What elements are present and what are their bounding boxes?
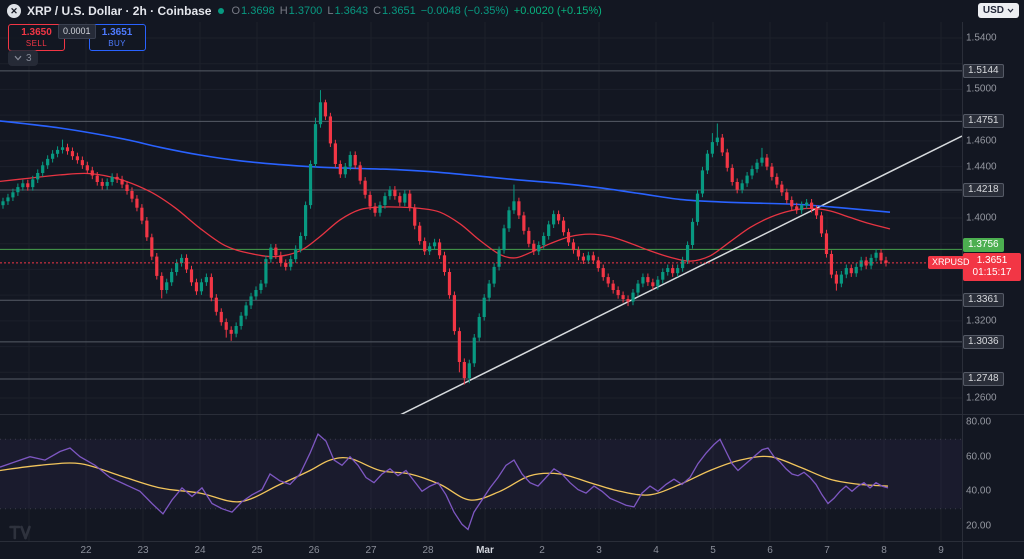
close-label: C <box>373 5 382 17</box>
sell-price: 1.3650 <box>21 26 52 38</box>
bar-change-value: −0.0048 (−0.35%) <box>420 5 509 17</box>
main-pane <box>0 70 962 414</box>
buy-price: 1.3651 <box>101 26 133 38</box>
candles-layer <box>1 90 888 385</box>
symbol-title[interactable]: XRP / U.S. Dollar · 2h · Coinbase <box>27 4 212 18</box>
rsi-ma-line <box>0 455 889 503</box>
symbol-logo-icon: ✕ <box>7 4 21 18</box>
ma-blue-line <box>0 120 891 213</box>
sell-button[interactable]: 1.3650 SELL <box>8 24 65 51</box>
time-axis[interactable] <box>0 542 962 559</box>
open-value: 1.3698 <box>241 5 275 17</box>
chevron-down-icon <box>1007 8 1014 13</box>
price-axis[interactable] <box>962 22 1024 541</box>
grid-layer <box>0 22 962 541</box>
high-value: 1.3700 <box>288 5 323 17</box>
chevron-down-icon <box>14 55 22 61</box>
legend-collapse-button[interactable]: 3 <box>8 50 38 66</box>
trendline <box>400 135 962 414</box>
low-label: L <box>327 5 334 17</box>
price-axis-border <box>962 22 963 559</box>
time-axis-separator <box>0 541 1024 542</box>
session-change-value: +0.0020 (+0.15%) <box>513 5 602 17</box>
ohlc-legend: O 1.3698 H 1.3700 L 1.3643 C 1.3651 −0.0… <box>231 5 601 17</box>
ma-red-line <box>0 172 891 262</box>
rsi-line <box>0 433 889 531</box>
low-value: 1.3643 <box>334 5 369 17</box>
open-label: O <box>231 5 241 17</box>
buy-sell-widget: 1.3650 SELL 0.0001 1.3651 BUY <box>8 24 146 51</box>
sell-label: SELL <box>25 38 48 48</box>
spread-value: 0.0001 <box>58 24 96 39</box>
buy-label: BUY <box>108 38 126 48</box>
pane-separator[interactable] <box>0 414 1024 415</box>
currency-toggle-button[interactable]: USD <box>977 3 1019 18</box>
high-label: H <box>279 5 288 17</box>
currency-label: USD <box>982 5 1004 16</box>
indicator-count: 3 <box>26 52 32 64</box>
rsi-pane <box>0 433 962 531</box>
market-status-dot-icon <box>218 8 225 14</box>
buy-button[interactable]: 1.3651 BUY <box>88 24 146 51</box>
close-value: 1.3651 <box>382 5 416 17</box>
chart-toolbar: ✕ XRP / U.S. Dollar · 2h · Coinbase O 1.… <box>0 0 962 22</box>
tradingview-watermark-logo <box>8 521 34 546</box>
